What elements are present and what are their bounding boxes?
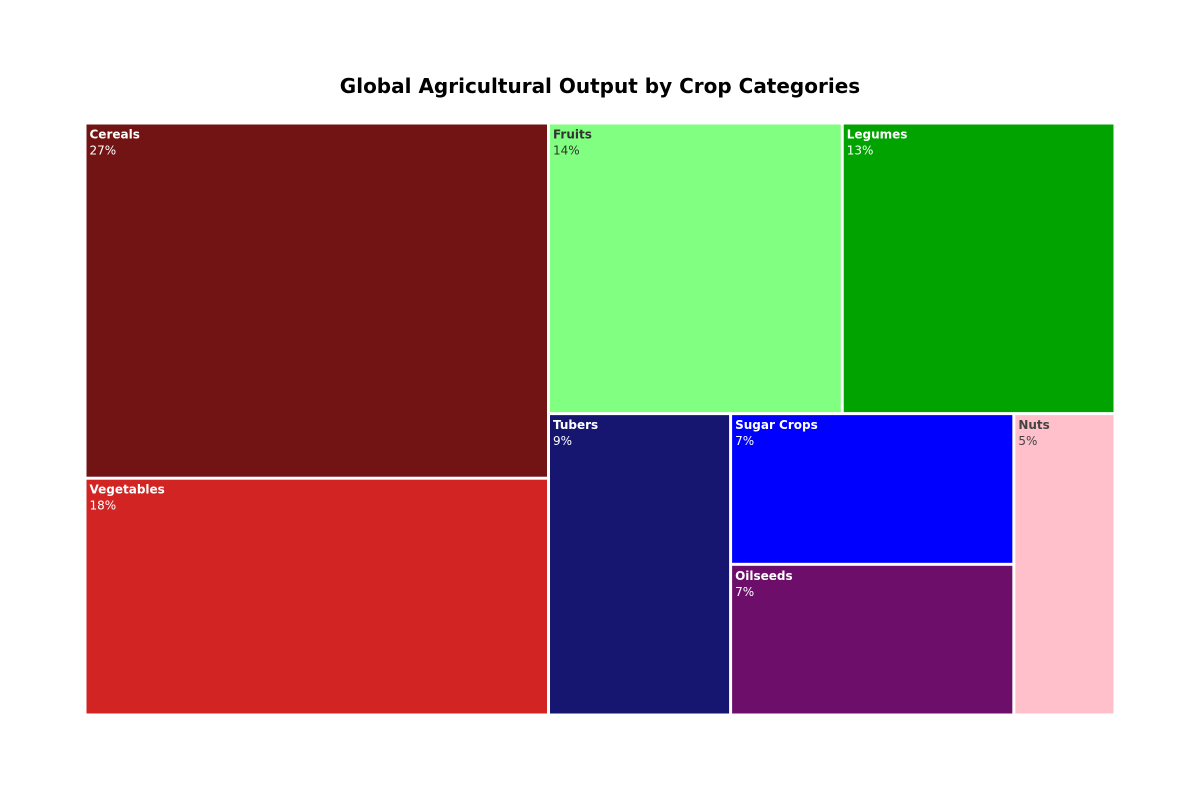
tile-name-vegetables: Vegetables bbox=[90, 483, 165, 497]
tile-rect-cereals bbox=[86, 124, 547, 477]
tile-sugar-crops: Sugar Crops 7% bbox=[732, 415, 1013, 563]
tile-vegetables: Vegetables 18% bbox=[86, 479, 547, 714]
tile-value-vegetables: 18% bbox=[90, 499, 117, 513]
tile-name-cereals: Cereals bbox=[90, 128, 140, 142]
tile-rect-sugar-crops bbox=[732, 415, 1013, 563]
tile-fruits: Fruits 14% bbox=[550, 124, 841, 413]
tile-name-tubers: Tubers bbox=[553, 418, 598, 432]
tile-legumes: Legumes 13% bbox=[843, 124, 1114, 413]
tile-value-sugar-crops: 7% bbox=[735, 434, 754, 448]
tile-value-oilseeds: 7% bbox=[735, 585, 754, 599]
tile-rect-legumes bbox=[843, 124, 1114, 413]
chart-title: Global Agricultural Output by Crop Categ… bbox=[339, 74, 861, 98]
tile-tubers: Tubers 9% bbox=[550, 415, 730, 714]
tile-rect-vegetables bbox=[86, 479, 547, 714]
tile-value-tubers: 9% bbox=[553, 434, 572, 448]
tile-value-fruits: 14% bbox=[553, 144, 580, 158]
tile-name-legumes: Legumes bbox=[847, 128, 908, 142]
tile-rect-tubers bbox=[550, 415, 730, 714]
tile-name-nuts: Nuts bbox=[1018, 418, 1049, 432]
tile-rect-oilseeds bbox=[732, 565, 1013, 714]
tile-oilseeds: Oilseeds 7% bbox=[732, 565, 1013, 714]
tile-name-fruits: Fruits bbox=[553, 128, 592, 142]
tile-value-nuts: 5% bbox=[1018, 434, 1037, 448]
tile-name-sugar-crops: Sugar Crops bbox=[735, 418, 818, 432]
tile-cereals: Cereals 27% bbox=[86, 124, 547, 477]
tile-value-legumes: 13% bbox=[847, 144, 874, 158]
tile-rect-fruits bbox=[550, 124, 841, 413]
tile-value-cereals: 27% bbox=[90, 144, 117, 158]
tile-nuts: Nuts 5% bbox=[1015, 415, 1114, 714]
tile-rect-nuts bbox=[1015, 415, 1114, 714]
tile-name-oilseeds: Oilseeds bbox=[735, 569, 793, 583]
